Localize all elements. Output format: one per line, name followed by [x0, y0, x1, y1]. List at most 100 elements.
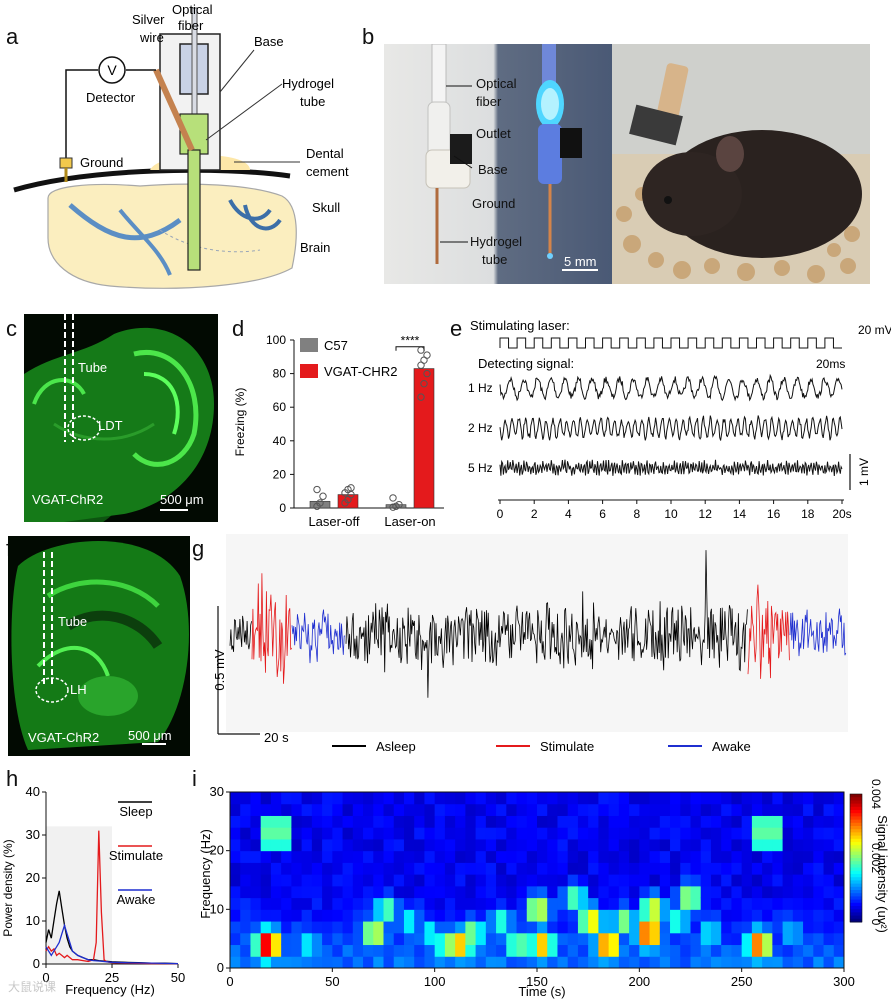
- i-heatmap-cell: [301, 956, 313, 969]
- i-heatmap-cell: [751, 921, 763, 934]
- i-heatmap-cell: [700, 862, 712, 875]
- i-heatmap-cell: [823, 803, 835, 816]
- i-heatmap-cell: [670, 792, 681, 805]
- i-colorbar-step: [850, 842, 862, 846]
- i-heatmap-cell: [598, 909, 610, 922]
- i-heatmap-cell: [250, 885, 262, 899]
- i-heatmap-cell: [762, 932, 773, 946]
- i-heatmap-cell: [608, 815, 620, 828]
- i-heatmap-cell: [342, 956, 354, 969]
- i-heatmap-cell: [373, 815, 384, 828]
- i-colorbar-step: [850, 918, 862, 923]
- i-heatmap-cell: [751, 885, 763, 899]
- i-heatmap-cell: [680, 874, 691, 887]
- i-heatmap-cell: [250, 792, 262, 805]
- i-heatmap-cell: [598, 885, 610, 899]
- i-heatmap-cell: [731, 885, 743, 899]
- i-colorbar-step: [850, 890, 862, 894]
- i-heatmap-cell: [803, 944, 814, 957]
- i-heatmap-cell: [434, 909, 446, 922]
- i-heatmap-cell: [403, 862, 415, 875]
- i-heatmap-cell: [803, 932, 814, 946]
- i-heatmap-cell: [301, 827, 313, 840]
- label-base: Base: [254, 34, 284, 49]
- i-heatmap-cell: [618, 838, 630, 852]
- i-heatmap-cell: [230, 921, 241, 934]
- label-silver-wire-1: Silver: [132, 12, 165, 27]
- g-trace-segment: [291, 609, 346, 664]
- i-heatmap-cell: [639, 944, 651, 957]
- i-heatmap-cell: [833, 885, 845, 899]
- i-heatmap-cell: [260, 862, 272, 875]
- d-point: [423, 369, 431, 378]
- i-heatmap-cell: [690, 874, 702, 887]
- i-heatmap-cell: [506, 803, 518, 816]
- i-heatmap-cell: [475, 909, 487, 922]
- i-colorbar-step: [850, 870, 862, 875]
- e-trace-label: 2 Hz: [468, 421, 493, 435]
- i-heatmap-cell: [352, 827, 364, 840]
- h-x-tick-label: 0: [42, 970, 49, 985]
- g-time-scale: 20 s: [264, 730, 289, 745]
- i-heatmap-cell: [649, 862, 661, 875]
- i-heatmap-cell: [383, 932, 395, 946]
- i-heatmap-cell: [393, 909, 405, 922]
- c-label-tube: Tube: [78, 360, 108, 375]
- i-heatmap-cell: [475, 921, 487, 934]
- i-heatmap-cell: [823, 827, 835, 840]
- i-colorbar-step: [850, 813, 862, 817]
- i-heatmap-cell: [567, 850, 579, 863]
- watermark: 大鼠说课: [8, 980, 57, 994]
- i-heatmap-cell: [444, 862, 456, 875]
- i-heatmap-cell: [485, 803, 497, 816]
- i-heatmap-cell: [270, 909, 282, 922]
- i-heatmap-cell: [598, 944, 610, 957]
- h-y-axis-label: Power density (%): [1, 839, 15, 936]
- i-heatmap-cell: [608, 874, 620, 887]
- i-heatmap-cell: [629, 874, 640, 887]
- i-heatmap-cell: [537, 944, 548, 957]
- i-heatmap-cell: [731, 803, 743, 816]
- i-heatmap-cell: [270, 792, 282, 805]
- i-heatmap-cell: [710, 850, 722, 863]
- d-x-tick-label: Laser-off: [308, 514, 359, 529]
- i-heatmap-cell: [659, 944, 671, 957]
- i-heatmap-cell: [823, 874, 835, 887]
- i-heatmap-cell: [506, 932, 518, 946]
- i-heatmap-cell: [291, 885, 303, 899]
- i-heatmap-cell: [332, 956, 344, 969]
- h-legend-label: Stimulate: [109, 848, 163, 863]
- i-heatmap-cell: [751, 792, 763, 805]
- i-heatmap-cell: [618, 944, 630, 957]
- i-heatmap-cell: [240, 850, 251, 863]
- i-heatmap-cell: [363, 932, 374, 946]
- label-silver-wire-2: wire: [139, 30, 164, 45]
- e-trace: [499, 459, 843, 477]
- i-heatmap-cell: [260, 874, 272, 887]
- i-heatmap-cell: [455, 897, 466, 910]
- e-x-tick-label: 18: [801, 507, 815, 521]
- d-legend-label: VGAT-CHR2: [324, 364, 397, 379]
- i-heatmap-cell: [751, 874, 763, 887]
- i-heatmap-cell: [649, 885, 661, 899]
- i-heatmap-cell: [434, 921, 446, 934]
- i-heatmap-cell: [260, 827, 272, 840]
- i-heatmap-cell: [465, 932, 477, 946]
- i-heatmap-cell: [414, 838, 425, 852]
- i-heatmap-cell: [332, 827, 344, 840]
- i-heatmap-cell: [731, 815, 743, 828]
- i-heatmap-cell: [813, 803, 825, 816]
- i-heatmap-cell: [741, 885, 753, 899]
- i-heatmap-cell: [260, 932, 272, 946]
- i-heatmap-cell: [291, 932, 303, 946]
- i-heatmap-cell: [383, 874, 395, 887]
- i-heatmap-cell: [230, 827, 241, 840]
- i-heatmap-cell: [516, 885, 528, 899]
- i-heatmap-cell: [833, 792, 845, 805]
- i-heatmap-cell: [291, 897, 303, 910]
- i-heatmap-cell: [741, 862, 753, 875]
- i-heatmap-cell: [608, 897, 620, 910]
- i-heatmap-cell: [670, 885, 681, 899]
- i-heatmap-cell: [516, 815, 528, 828]
- i-colorbar-step: [850, 858, 862, 862]
